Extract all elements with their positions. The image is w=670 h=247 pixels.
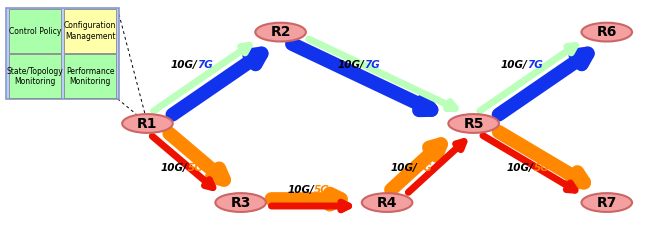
Text: 10G/: 10G/ [507, 163, 533, 173]
Text: 10G/: 10G/ [287, 185, 314, 195]
Text: R5: R5 [464, 117, 484, 130]
Text: 7G: 7G [364, 61, 380, 70]
Circle shape [255, 23, 306, 41]
Text: 5G: 5G [417, 163, 433, 173]
Text: 7G: 7G [527, 61, 543, 70]
Circle shape [215, 193, 266, 212]
Circle shape [448, 114, 499, 133]
Text: R7: R7 [596, 196, 617, 209]
FancyBboxPatch shape [64, 9, 116, 53]
Text: 10G/: 10G/ [391, 163, 417, 173]
Text: R1: R1 [137, 117, 157, 130]
Text: R2: R2 [271, 25, 291, 39]
Circle shape [582, 23, 632, 41]
Text: 5G: 5G [188, 163, 203, 173]
Text: 10G/: 10G/ [500, 61, 527, 70]
Text: 10G/: 10G/ [337, 61, 364, 70]
FancyBboxPatch shape [9, 54, 61, 98]
Text: Configuration
Management: Configuration Management [64, 21, 117, 41]
Text: R4: R4 [377, 196, 397, 209]
Text: 10G/: 10G/ [171, 61, 198, 70]
Text: R6: R6 [596, 25, 617, 39]
Circle shape [362, 193, 413, 212]
Text: Control Policy: Control Policy [9, 27, 62, 36]
Circle shape [582, 193, 632, 212]
Text: R3: R3 [230, 196, 251, 209]
Text: 7G: 7G [198, 61, 213, 70]
FancyBboxPatch shape [6, 8, 119, 99]
Text: 5G: 5G [314, 185, 330, 195]
FancyBboxPatch shape [9, 9, 61, 53]
Text: State/Topology
Monitoring: State/Topology Monitoring [7, 66, 64, 86]
FancyBboxPatch shape [64, 54, 116, 98]
Circle shape [122, 114, 173, 133]
Text: 10G/: 10G/ [161, 163, 188, 173]
Text: Performance
Monitoring: Performance Monitoring [66, 66, 115, 86]
Text: 5G: 5G [533, 163, 549, 173]
